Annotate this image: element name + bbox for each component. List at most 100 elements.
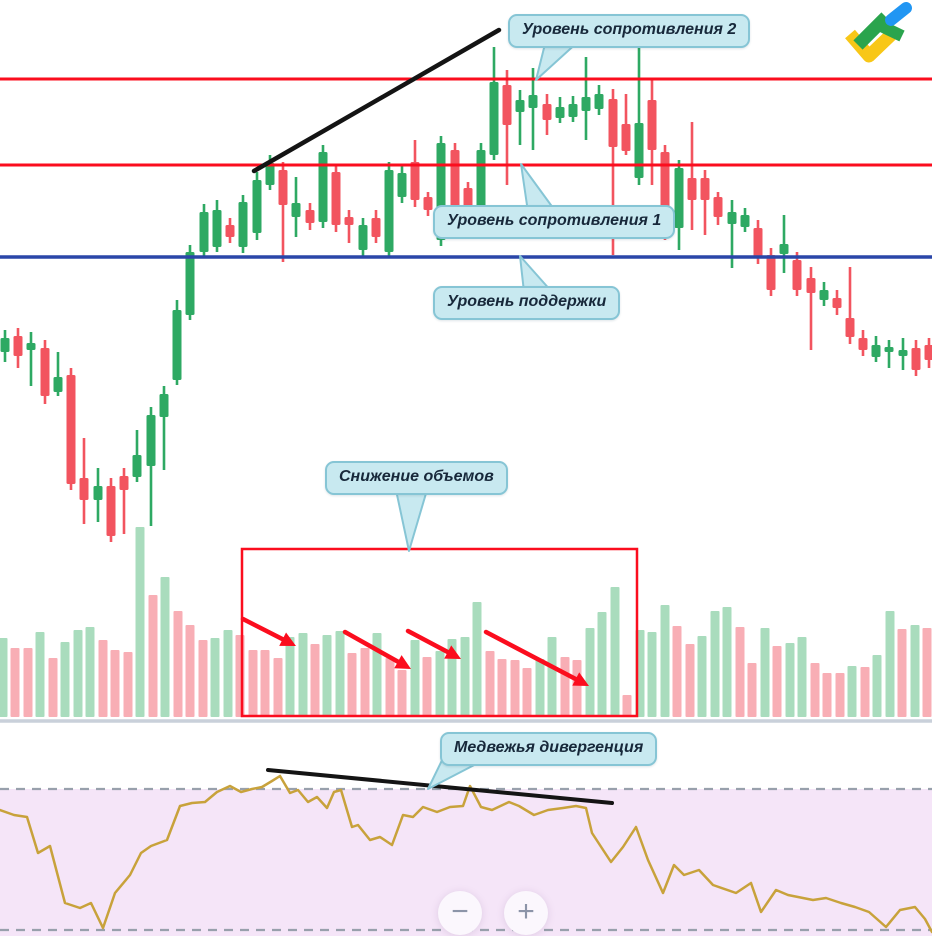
candle-body: [806, 278, 816, 293]
volume-bar: [722, 607, 732, 717]
candle-body: [26, 343, 36, 350]
volume-highlight-box: [240, 547, 639, 718]
candle-body: [476, 150, 486, 208]
candle-body: [819, 290, 829, 300]
candle-body: [594, 94, 604, 109]
candle-body: [146, 415, 156, 466]
volume-bar: [60, 642, 70, 717]
volume-bar: [0, 638, 8, 717]
volume-bar: [285, 637, 295, 717]
candle-body: [753, 228, 763, 258]
callout-pointer: [395, 489, 428, 552]
candle-body: [132, 455, 142, 477]
candle-body: [358, 225, 368, 250]
ascending-trendline: [251, 27, 502, 174]
volume-bar: [785, 643, 795, 717]
volume-bar: [98, 640, 108, 717]
volume-bar: [810, 663, 820, 717]
volume-bar: [123, 652, 133, 717]
volume-layer: [0, 527, 932, 723]
volume-bar: [260, 650, 270, 717]
volume-bar: [747, 663, 757, 717]
candle-body: [687, 178, 697, 200]
oscillator-line: [0, 774, 932, 934]
candle-body: [647, 100, 657, 150]
volume-bar: [560, 657, 570, 717]
candle-body: [106, 486, 116, 536]
volume-decline-arrow: [240, 616, 290, 644]
arrowhead: [572, 672, 589, 686]
volume-bar: [173, 611, 183, 717]
volume-decline-arrow: [405, 628, 455, 657]
candle-body: [766, 255, 776, 290]
volume-bar: [35, 632, 45, 717]
volume-bar: [460, 637, 470, 717]
candle-body: [252, 180, 262, 233]
volume-decline-arrow: [342, 629, 405, 667]
volume-bar: [510, 660, 520, 717]
zoom-out-button[interactable]: −: [438, 891, 482, 935]
volume-bar: [572, 660, 582, 717]
litefinance-logo-icon: [845, 2, 912, 63]
candle-body: [238, 202, 248, 247]
candle-body: [344, 217, 354, 225]
price-layer: [0, 27, 932, 542]
volume-bar: [135, 527, 145, 717]
resistance-2-callout: Уровень сопротивления 2: [508, 14, 751, 48]
candle-body: [674, 168, 684, 228]
candle-body: [278, 170, 288, 205]
candle-body: [832, 298, 842, 308]
volume-bar: [385, 658, 395, 717]
candle-body: [371, 218, 381, 237]
candle-body: [423, 197, 433, 210]
candle-body: [291, 203, 301, 217]
volume-bar: [160, 577, 170, 717]
volume-bar: [897, 629, 907, 717]
candle-body: [212, 210, 222, 247]
volume-bar: [497, 659, 507, 717]
candle-body: [700, 178, 710, 200]
volume-bar: [422, 657, 432, 717]
volume-bar: [48, 658, 58, 717]
volume-bar: [198, 640, 208, 717]
volume-bar: [647, 632, 657, 717]
volume-bar: [672, 626, 682, 717]
volume-bar: [522, 668, 532, 717]
volume-bar: [910, 625, 920, 717]
candle-body: [884, 347, 894, 352]
volume-bar: [535, 659, 545, 717]
candle-body: [172, 310, 182, 380]
candle-body: [79, 478, 89, 500]
candle-body: [845, 318, 855, 337]
volume-bar: [435, 651, 445, 717]
volume-bar: [185, 625, 195, 717]
volume-bar: [822, 673, 832, 717]
candle-body: [515, 100, 525, 112]
candle-body: [159, 394, 169, 417]
candle-body: [185, 252, 195, 315]
volume-callout: Снижение объемов: [325, 461, 508, 495]
arrowhead: [394, 655, 411, 669]
candle-body: [713, 197, 723, 217]
candle-body: [489, 82, 499, 155]
candle-body: [66, 375, 76, 484]
divergence-trendline: [266, 768, 614, 805]
volume-bar: [85, 627, 95, 717]
volume-bar: [322, 635, 332, 717]
volume-bar: [622, 695, 632, 717]
candle-body: [199, 212, 209, 252]
candle-body: [331, 172, 341, 225]
candle-body: [305, 210, 315, 223]
candle-body: [727, 212, 737, 224]
volume-bar: [835, 673, 845, 717]
candle-body: [0, 338, 10, 352]
candle-body: [13, 336, 23, 356]
candle-body: [450, 150, 460, 207]
arrowhead: [279, 632, 296, 646]
candle-body: [40, 348, 50, 396]
zoom-in-button[interactable]: +: [504, 891, 548, 935]
candle-body: [463, 188, 473, 206]
candle-body: [93, 486, 103, 500]
